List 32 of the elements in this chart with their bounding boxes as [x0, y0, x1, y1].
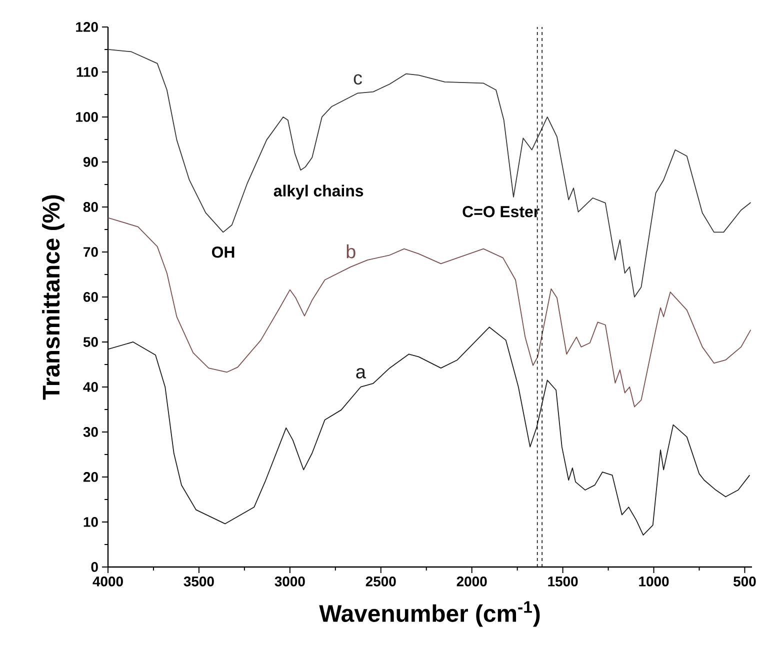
- x-axis-title: Wavenumber (cm$^{-1}$): [319, 601, 540, 627]
- y-tick-label: 0: [91, 562, 98, 572]
- y-tick-label: 90: [83, 157, 98, 167]
- y-tick-label: 10: [84, 517, 98, 527]
- line-series: [108, 326, 750, 536]
- y-tick-label: 120: [76, 22, 98, 32]
- x-tick-label: 2000: [456, 576, 487, 586]
- x-tick-label: 1000: [639, 576, 669, 586]
- y-tick-label: 80: [83, 202, 98, 212]
- y-tick-label: 20: [83, 472, 98, 482]
- y-axis-title: Transmittance (%): [42, 195, 64, 400]
- x-tick-label: 4000: [92, 576, 123, 586]
- y-tick-label: 70: [84, 247, 98, 257]
- y-tick-label: 100: [76, 112, 98, 122]
- annotation: alkyl chains: [274, 184, 364, 200]
- line-series: [108, 49, 752, 298]
- y-tick-label: 50: [83, 337, 98, 347]
- series-label: b: [346, 244, 356, 258]
- x-tick-label: 3500: [184, 576, 214, 586]
- y-tick-label: 30: [83, 427, 98, 437]
- y-tick-label: 60: [83, 292, 98, 302]
- x-tick-label: 1500: [548, 576, 578, 586]
- annotation: C=O Ester: [462, 206, 540, 218]
- x-tick-label: 500: [734, 576, 756, 586]
- x-tick-label: 3000: [274, 576, 305, 586]
- y-tick-label: 40: [83, 382, 98, 392]
- annotation: OH: [212, 246, 234, 258]
- series-label: a: [356, 368, 366, 378]
- line-series: [108, 217, 752, 408]
- series-label: c: [354, 74, 362, 85]
- x-tick-label: 2500: [366, 576, 396, 586]
- y-tick-label: 110: [76, 67, 98, 77]
